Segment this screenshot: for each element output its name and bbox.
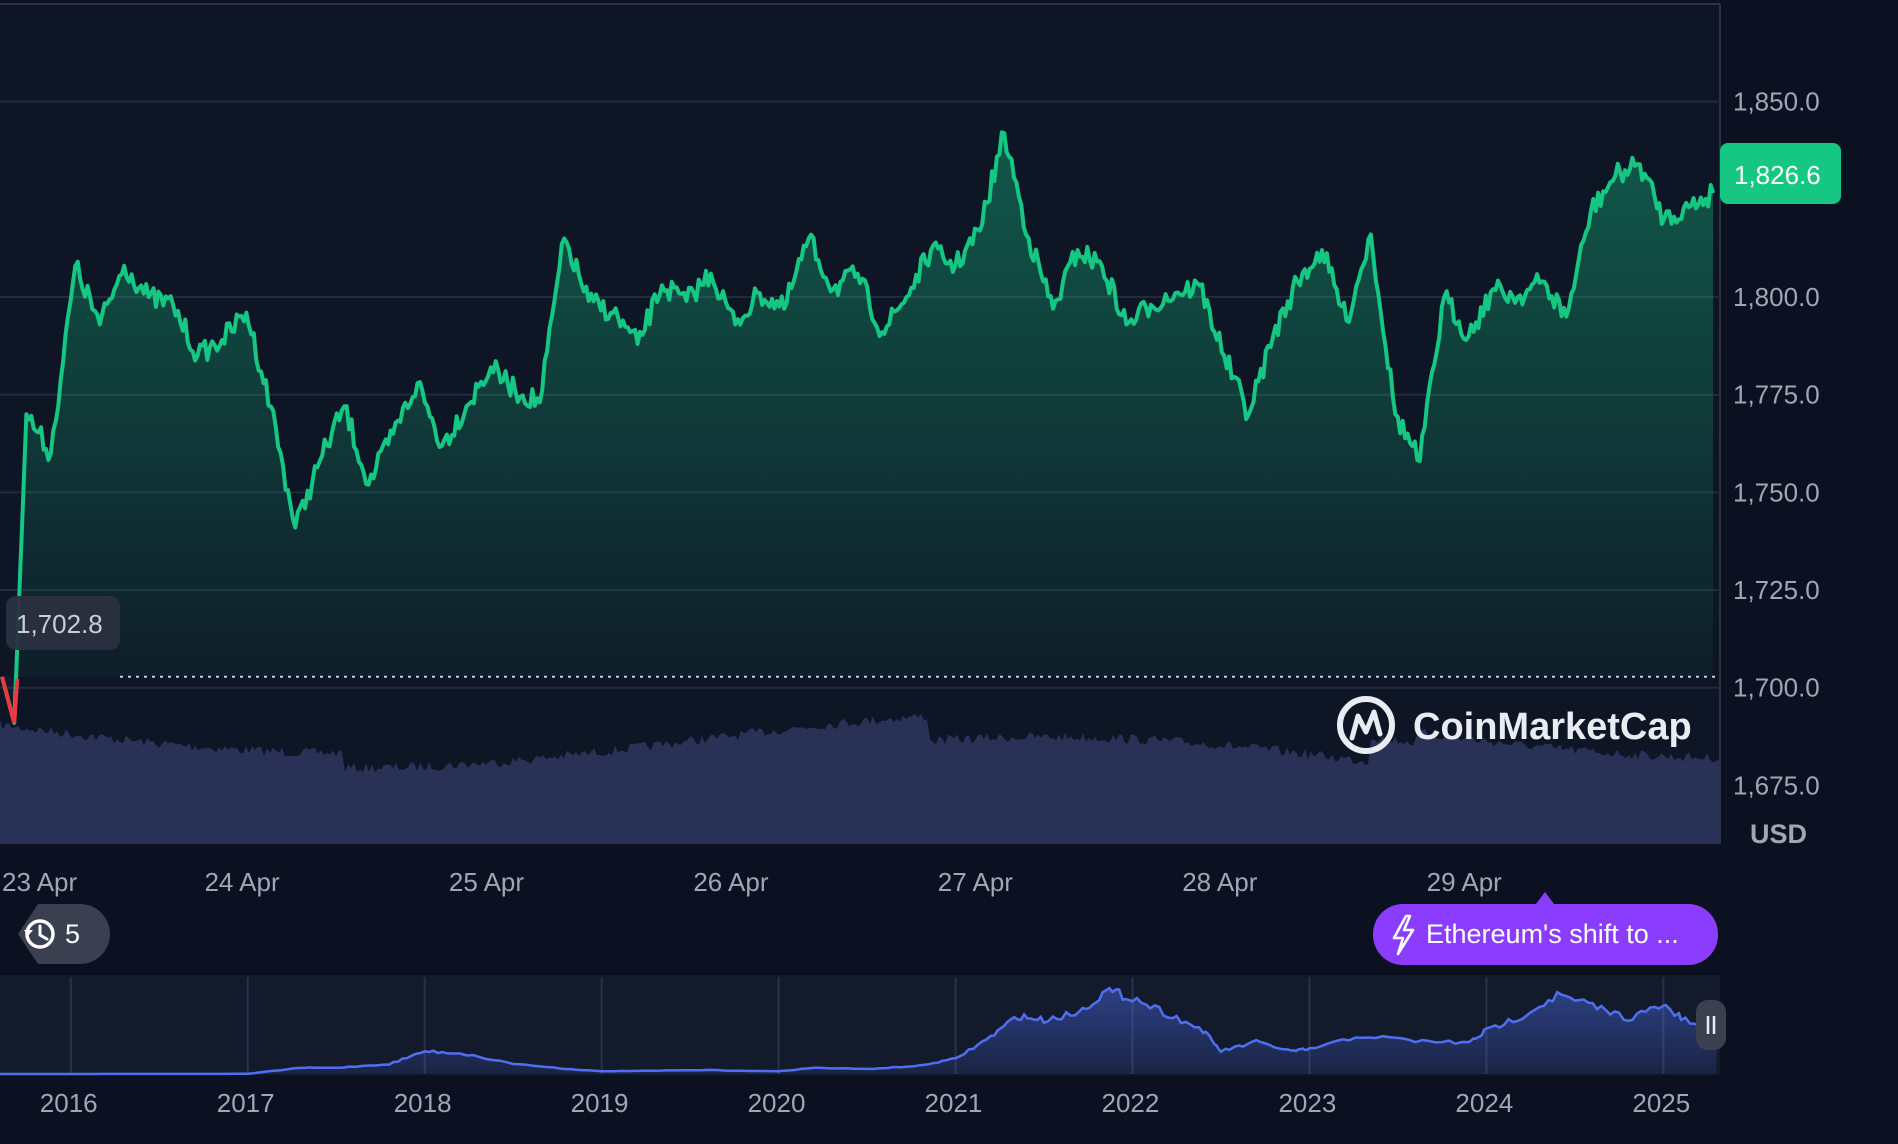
x-tick-label: 29 Apr — [1427, 867, 1503, 897]
price-down-segment — [0, 676, 20, 724]
year-label: 2025 — [1632, 1088, 1690, 1118]
y-tick-label: 1,700.0 — [1733, 673, 1820, 703]
event-pill[interactable]: Ethereum's shift to ... — [1373, 892, 1718, 965]
open-price-label: 1,702.8 — [16, 609, 103, 639]
history-count: 5 — [65, 919, 80, 949]
x-tick-label: 24 Apr — [204, 867, 280, 897]
lightning-icon — [1392, 914, 1415, 956]
x-tick-label: 27 Apr — [938, 867, 1014, 897]
year-label: 2021 — [925, 1088, 983, 1118]
history-icon — [24, 919, 55, 949]
volume-area — [0, 713, 1720, 844]
y-tick-label: 1,800.0 — [1733, 282, 1820, 312]
y-tick-label: 1,775.0 — [1733, 380, 1820, 410]
year-label: 2023 — [1278, 1088, 1336, 1118]
event-label: Ethereum's shift to ... — [1426, 919, 1679, 949]
navigator-year-labels: 2016 2017 2018 2019 2020 2021 2022 2023 2024 2025 — [40, 1088, 1690, 1118]
x-tick-label: 25 Apr — [449, 867, 525, 897]
open-price-tag: 1,702.8 — [6, 596, 120, 650]
year-label: 2020 — [748, 1088, 806, 1118]
navigator-line — [0, 986, 1718, 1076]
year-label: 2024 — [1455, 1088, 1513, 1118]
coinmarketcap-watermark: CoinMarketCap — [1337, 696, 1692, 754]
price-line[interactable] — [0, 130, 1716, 725]
y-tick-label: 1,750.0 — [1733, 477, 1820, 507]
currency-label: USD — [1750, 819, 1807, 849]
year-label: 2019 — [571, 1088, 629, 1118]
year-label: 2022 — [1102, 1088, 1160, 1118]
x-tick-label: 23 Apr — [2, 867, 78, 897]
x-tick-label: 28 Apr — [1182, 867, 1258, 897]
y-axis-ticks: 1,850.0 1,800.0 1,775.0 1,750.0 1,725.0 1,700… — [1733, 87, 1820, 801]
volume-bars — [0, 713, 1720, 844]
price-area-fill — [2, 132, 1714, 723]
year-label: 2017 — [217, 1088, 275, 1118]
x-tick-label: 26 Apr — [693, 867, 769, 897]
x-axis-labels: 23 Apr 24 Apr 25 Apr 26 Apr 27 Apr 28 Apr 29 A… — [2, 867, 1502, 897]
coinmarketcap-logo-icon — [1337, 696, 1395, 754]
year-label: 2018 — [394, 1088, 452, 1118]
current-price-label: 1,826.6 — [1734, 160, 1821, 190]
brand-name: CoinMarketCap — [1413, 706, 1692, 748]
year-label: 2016 — [40, 1088, 98, 1118]
history-badge[interactable]: 5 — [18, 904, 110, 964]
y-tick-label: 1,725.0 — [1733, 575, 1820, 605]
y-tick-label: 1,850.0 — [1733, 87, 1820, 117]
current-price-tag: 1,826.6 — [1720, 143, 1841, 204]
y-tick-label: 1,675.0 — [1733, 770, 1820, 800]
navigator-handle[interactable] — [1696, 1000, 1726, 1050]
